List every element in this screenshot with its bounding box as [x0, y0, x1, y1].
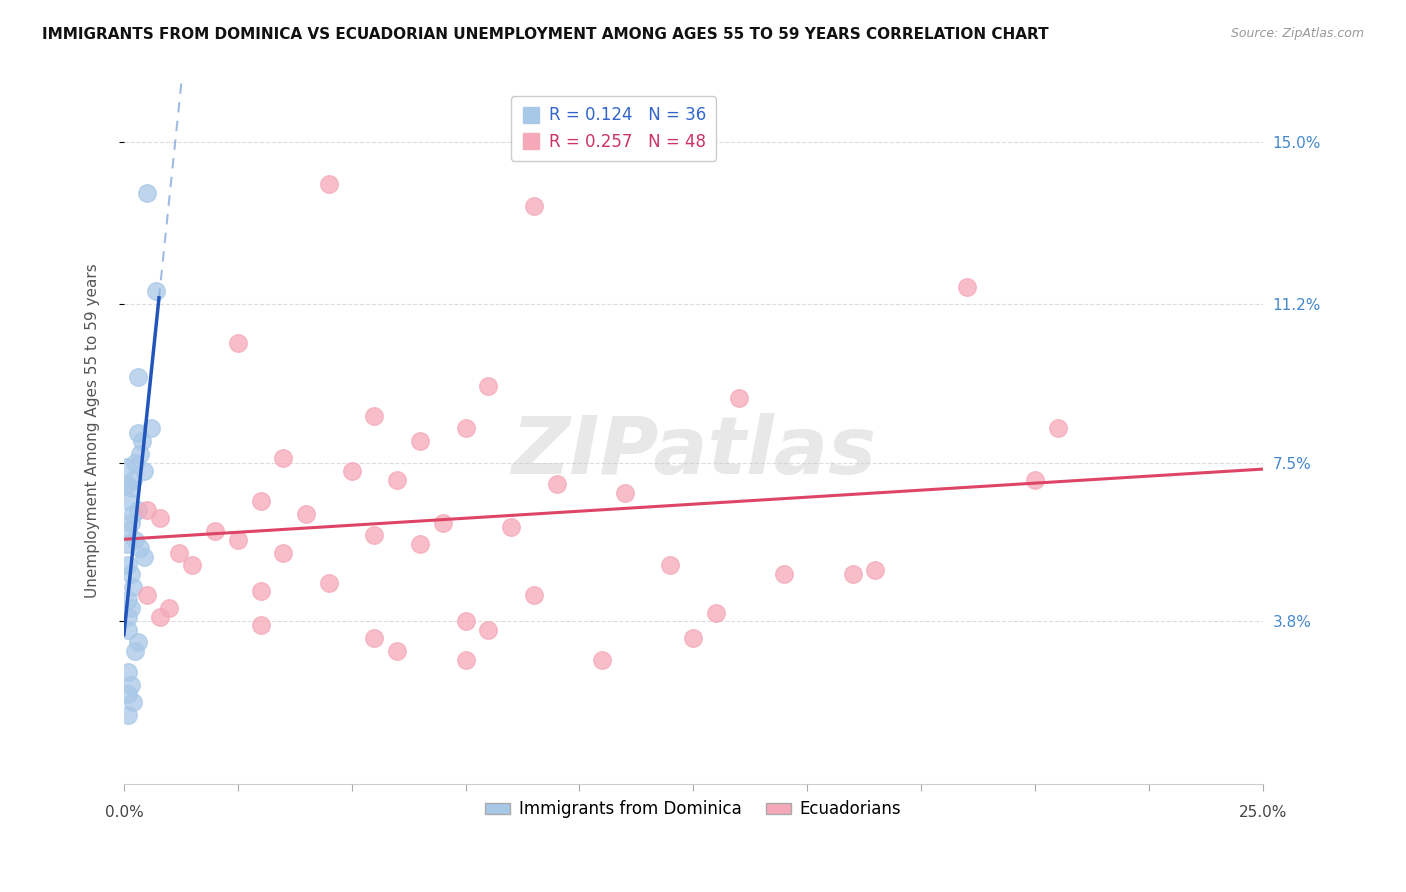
Point — [128, 541, 150, 556]
Point — [363, 528, 385, 542]
Point — [149, 511, 172, 525]
Point — [523, 199, 546, 213]
Point — [115, 477, 138, 491]
Text: ZIPatlas: ZIPatlas — [510, 413, 876, 491]
Point — [454, 614, 477, 628]
Point — [127, 370, 149, 384]
Point — [454, 652, 477, 666]
Text: 25.0%: 25.0% — [1239, 805, 1286, 820]
Point — [181, 558, 204, 573]
Point — [659, 558, 682, 573]
Point — [387, 644, 409, 658]
Point — [117, 708, 139, 723]
Point — [273, 545, 295, 559]
Point — [117, 665, 139, 680]
Point — [249, 584, 271, 599]
Text: 0.0%: 0.0% — [104, 805, 143, 820]
Point — [477, 378, 499, 392]
Point — [1024, 473, 1046, 487]
Point — [117, 592, 139, 607]
Point — [727, 392, 749, 406]
Point — [141, 421, 163, 435]
Text: Source: ZipAtlas.com: Source: ZipAtlas.com — [1230, 27, 1364, 40]
Point — [454, 421, 477, 435]
Point — [273, 451, 295, 466]
Point — [145, 285, 167, 299]
Point — [340, 464, 363, 478]
Point — [432, 516, 454, 530]
Point — [127, 425, 149, 440]
Point — [120, 516, 142, 530]
Point — [117, 494, 139, 508]
Point — [117, 623, 139, 637]
Point — [363, 631, 385, 645]
Point — [249, 618, 271, 632]
Point — [409, 434, 432, 449]
Point — [773, 566, 796, 581]
Point — [249, 494, 271, 508]
Point — [318, 575, 340, 590]
Point — [613, 485, 636, 500]
Y-axis label: Unemployment Among Ages 55 to 59 years: Unemployment Among Ages 55 to 59 years — [86, 263, 100, 598]
Point — [127, 502, 149, 516]
Point — [149, 609, 172, 624]
Point — [167, 545, 190, 559]
Point — [546, 477, 568, 491]
Point — [955, 280, 977, 294]
Point — [1046, 421, 1069, 435]
Point — [122, 695, 145, 709]
Point — [204, 524, 226, 538]
Point — [117, 687, 139, 701]
Point — [387, 473, 409, 487]
Point — [295, 507, 318, 521]
Point — [134, 464, 156, 478]
Point — [363, 409, 385, 423]
Point — [865, 563, 887, 577]
Point — [226, 533, 249, 547]
Point — [318, 178, 340, 192]
Point — [120, 601, 142, 615]
Point — [135, 502, 157, 516]
Point — [120, 566, 142, 581]
Text: IMMIGRANTS FROM DOMINICA VS ECUADORIAN UNEMPLOYMENT AMONG AGES 55 TO 59 YEARS CO: IMMIGRANTS FROM DOMINICA VS ECUADORIAN U… — [42, 27, 1049, 42]
Legend: Immigrants from Dominica, Ecuadorians: Immigrants from Dominica, Ecuadorians — [478, 794, 908, 825]
Point — [591, 652, 613, 666]
Point — [115, 537, 138, 551]
Point — [117, 609, 139, 624]
Point — [120, 482, 142, 496]
Point — [122, 473, 145, 487]
Point — [122, 580, 145, 594]
Point — [682, 631, 704, 645]
Point — [120, 678, 142, 692]
Point — [117, 558, 139, 573]
Point — [841, 566, 863, 581]
Point — [124, 456, 146, 470]
Point — [131, 434, 153, 449]
Point — [135, 186, 157, 200]
Point — [134, 549, 156, 564]
Point — [159, 601, 181, 615]
Point — [226, 335, 249, 350]
Point — [122, 507, 145, 521]
Point — [124, 644, 146, 658]
Point — [127, 635, 149, 649]
Point — [477, 623, 499, 637]
Point — [128, 447, 150, 461]
Point — [409, 537, 432, 551]
Point — [115, 460, 138, 475]
Point — [499, 520, 522, 534]
Point — [135, 588, 157, 602]
Point — [117, 524, 139, 538]
Point — [704, 606, 727, 620]
Point — [523, 588, 546, 602]
Point — [124, 533, 146, 547]
